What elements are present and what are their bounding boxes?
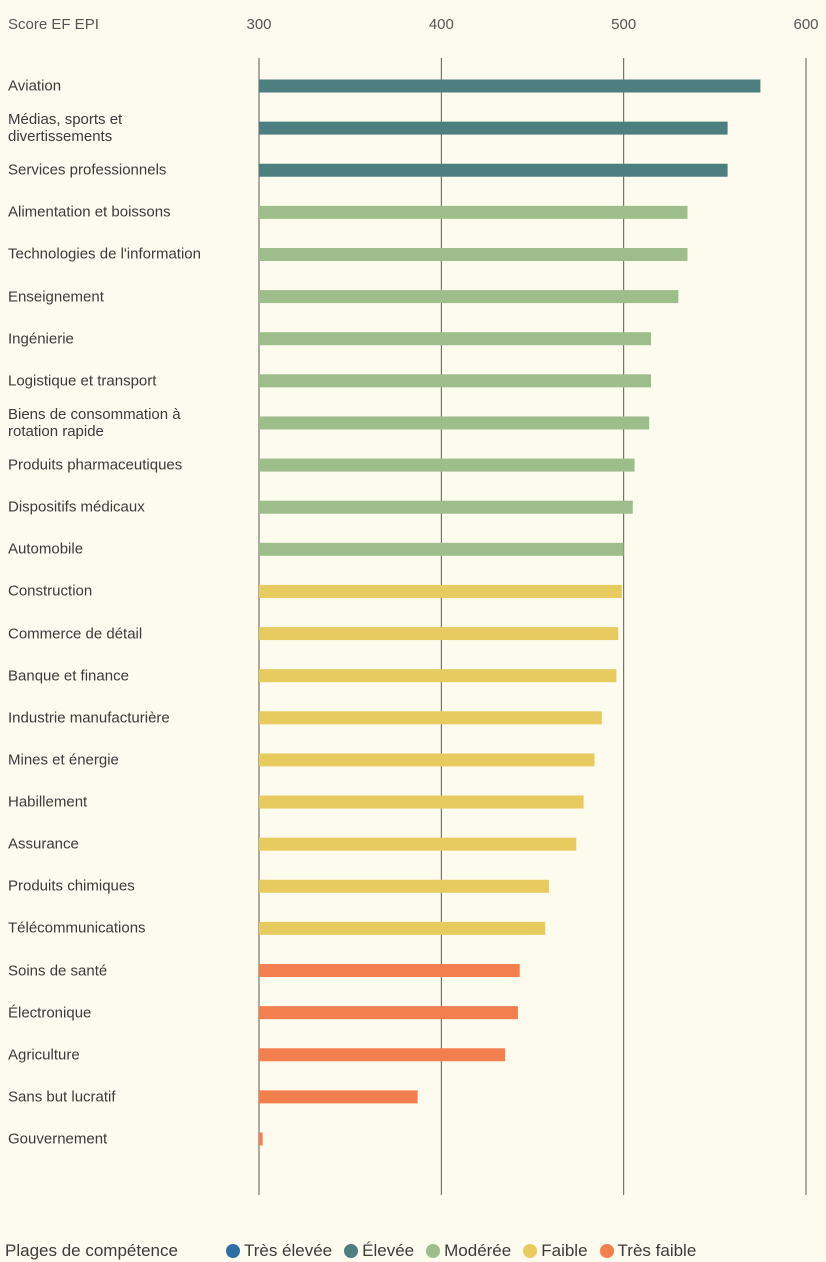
category-label: Commerce de détail (8, 625, 143, 643)
category-label: Industrie manufacturière (8, 709, 170, 727)
bar (259, 290, 679, 304)
category-label: Alimentation et boissons (8, 203, 171, 221)
bar (259, 584, 622, 598)
bar (259, 500, 633, 514)
legend-item: Très élevée (225, 1241, 333, 1261)
bar (259, 837, 577, 851)
category-label: Mines et énergie (8, 751, 119, 769)
bar (259, 374, 652, 388)
category-label: Logistique et transport (8, 372, 157, 390)
category-label: Aviation (8, 77, 62, 95)
legend: Plages de compétence Très élevée Élevée Mo… (5, 1241, 826, 1261)
category-label: Services professionnels (8, 161, 167, 179)
category-label: Automobile (8, 540, 84, 558)
category-label: Biens de consommation à rotation rapide (8, 405, 181, 440)
category-label: Sans but lucratif (8, 1088, 116, 1106)
legend-swatch (523, 1244, 538, 1258)
category-label: Dispositifs médicaux (8, 498, 145, 516)
category-label: Habillement (8, 793, 88, 811)
category-label: Médias, sports et divertissements (8, 111, 123, 146)
bar (259, 416, 650, 430)
bar (259, 121, 728, 135)
legend-label: Faible (541, 1241, 588, 1260)
category-label: Banque et finance (8, 667, 129, 685)
bar (259, 879, 549, 893)
x-tick-label: 500 (611, 16, 636, 33)
category-label: Gouvernement (8, 1130, 108, 1148)
legend-title: Plages de compétence (5, 1241, 178, 1260)
bar (259, 205, 688, 219)
bar (259, 921, 546, 935)
legend-item: Faible (523, 1241, 588, 1261)
x-axis-label: Score EF EPI (8, 16, 99, 33)
category-label: Ingénierie (8, 330, 74, 348)
legend-item: Modérée (426, 1241, 511, 1261)
legend-item: Très faible (599, 1241, 697, 1261)
legend-label: Élevée (362, 1241, 415, 1260)
bar (259, 542, 624, 556)
bar (259, 163, 728, 177)
legend-swatch (344, 1244, 359, 1258)
category-label: Électronique (8, 1004, 92, 1022)
x-tick-label: 300 (246, 16, 271, 33)
category-label: Construction (8, 582, 93, 600)
legend-label: Modérée (444, 1241, 512, 1260)
category-label: Agriculture (8, 1046, 80, 1064)
bar (259, 795, 584, 809)
bar (259, 247, 688, 261)
legend-item: Élevée (344, 1241, 414, 1261)
category-label: Technologies de l'information (8, 245, 201, 263)
legend-swatch (599, 1244, 614, 1258)
bar (259, 669, 617, 683)
bar (259, 332, 652, 346)
bar (259, 1132, 263, 1146)
category-label: Enseignement (8, 288, 104, 306)
x-tick-label: 600 (793, 16, 818, 33)
bar (259, 1006, 518, 1020)
bar (259, 627, 619, 641)
bar (259, 79, 761, 93)
category-label: Soins de santé (8, 962, 108, 980)
legend-label: Très élevée (243, 1241, 333, 1260)
legend-swatch (225, 1244, 240, 1258)
category-label: Produits pharmaceutiques (8, 456, 183, 474)
bar (259, 1048, 506, 1062)
legend-label: Très faible (617, 1241, 697, 1260)
bar (259, 1090, 418, 1104)
category-label: Télécommunications (8, 919, 146, 937)
category-label: Assurance (8, 835, 79, 853)
x-tick-label: 400 (429, 16, 454, 33)
legend-swatch (426, 1244, 441, 1258)
bar (259, 458, 635, 472)
bar (259, 964, 520, 978)
bar (259, 711, 602, 725)
category-label: Produits chimiques (8, 877, 135, 895)
bar (259, 753, 595, 767)
